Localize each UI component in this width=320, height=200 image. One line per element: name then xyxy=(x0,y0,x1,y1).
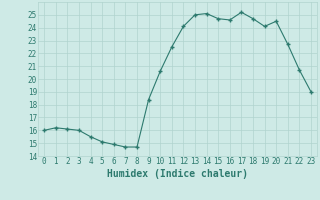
X-axis label: Humidex (Indice chaleur): Humidex (Indice chaleur) xyxy=(107,169,248,179)
